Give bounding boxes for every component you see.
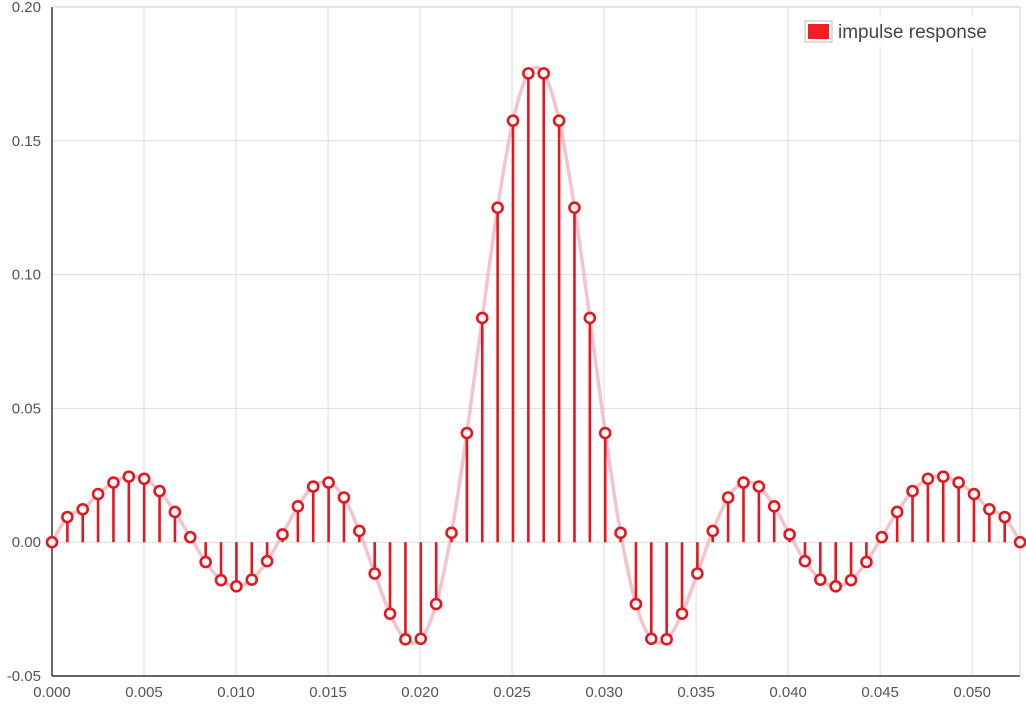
- x-tick-label: 0.035: [677, 684, 715, 701]
- stem-marker: [107, 476, 120, 489]
- stem-marker: [691, 567, 704, 580]
- x-tick-label: 0.045: [861, 684, 899, 701]
- y-tick-label: 0.10: [12, 267, 41, 284]
- stem-marker: [660, 633, 673, 646]
- stem-marker: [399, 633, 412, 646]
- legend-swatch-fill: [808, 24, 829, 39]
- stem-marker: [153, 484, 166, 498]
- stem-marker: [798, 554, 812, 568]
- stem-marker: [199, 555, 212, 569]
- stem-marker: [783, 528, 796, 541]
- x-tick-label: 0.015: [309, 684, 347, 701]
- stem-marker: [552, 114, 566, 128]
- stem-marker: [183, 530, 197, 544]
- stem-marker: [137, 472, 151, 486]
- y-tick-label: 0.00: [12, 534, 41, 551]
- stem-marker: [414, 632, 428, 646]
- stem-marker: [168, 505, 182, 519]
- stem-marker: [598, 426, 612, 440]
- y-tick-label: 0.20: [12, 0, 41, 16]
- stem-marker: [998, 510, 1012, 524]
- stem-marker: [76, 502, 90, 516]
- x-tick-label: 0.025: [493, 684, 531, 701]
- stem-marker: [967, 487, 981, 501]
- stem-marker: [475, 311, 489, 325]
- stem-marker: [353, 524, 366, 538]
- stem-marker: [721, 491, 735, 504]
- stem-marker: [214, 573, 228, 587]
- legend-box: [800, 17, 1012, 47]
- y-tick-label: 0.15: [12, 133, 41, 150]
- stem-marker: [491, 201, 504, 214]
- stem-marker: [368, 567, 381, 580]
- stem-marker: [460, 426, 474, 440]
- x-tick-label: 0.000: [33, 684, 71, 701]
- stem-marker: [230, 580, 243, 593]
- stem-marker: [983, 502, 996, 516]
- stem-marker: [706, 524, 720, 538]
- stem-marker: [675, 607, 689, 620]
- stem-marker: [445, 526, 458, 540]
- legend-label: impulse response: [838, 22, 987, 43]
- stem-marker: [737, 476, 750, 489]
- stem-marker: [383, 607, 397, 620]
- stem-marker: [767, 500, 781, 513]
- stem-marker: [122, 470, 136, 483]
- x-tick-label: 0.040: [769, 684, 807, 701]
- y-tick-label: -0.05: [7, 668, 41, 685]
- stem-marker: [260, 554, 274, 568]
- x-tick-label: 0.050: [953, 684, 991, 701]
- stem-marker: [952, 476, 965, 489]
- grid: [51, 6, 1020, 677]
- stem-marker: [860, 555, 873, 569]
- stem-marker: [844, 573, 858, 587]
- x-tick-label: 0.005: [125, 684, 163, 701]
- stem-marker: [629, 597, 643, 611]
- stem-marker: [337, 491, 351, 504]
- markers-layer: [45, 67, 1026, 646]
- tick-labels: 0.000 0.005 0.010 0.015 0.020 0.025 0.030 0.035…: [7, 0, 991, 701]
- stem-marker: [936, 470, 950, 483]
- y-tick-label: 0.05: [12, 400, 41, 417]
- x-tick-label: 0.010: [217, 684, 255, 701]
- axes: [51, 6, 1021, 677]
- smooth-curve-layer: [50, 65, 1022, 645]
- stem-marker: [829, 580, 842, 593]
- stem-marker: [906, 484, 919, 498]
- stem-marker: [752, 480, 766, 493]
- x-tick-label: 0.020: [401, 684, 439, 701]
- stem-marker: [537, 67, 551, 80]
- stem-marker: [322, 476, 335, 489]
- impulse-response-curve: [50, 65, 1022, 645]
- stem-marker: [276, 528, 289, 541]
- stems-layer: [66, 73, 1007, 640]
- stem-marker: [45, 535, 59, 549]
- stem-marker: [429, 597, 443, 611]
- stem-marker: [245, 573, 259, 586]
- stem-marker: [583, 311, 597, 325]
- stem-marker: [506, 114, 520, 128]
- stem-marker: [291, 500, 305, 513]
- stem-marker: [890, 505, 904, 519]
- stem-marker: [522, 67, 535, 80]
- stem-marker: [91, 487, 105, 501]
- stem-marker: [1013, 535, 1026, 549]
- stem-marker: [921, 472, 935, 486]
- stem-marker: [644, 632, 658, 646]
- stem-marker: [306, 480, 320, 493]
- x-tick-label: 0.030: [585, 684, 623, 701]
- stem-marker: [814, 573, 827, 586]
- stem-marker: [875, 530, 889, 544]
- stem-marker: [614, 526, 627, 540]
- legend: impulse response: [800, 17, 1012, 47]
- stem-marker: [568, 201, 581, 214]
- stem-marker: [61, 510, 74, 524]
